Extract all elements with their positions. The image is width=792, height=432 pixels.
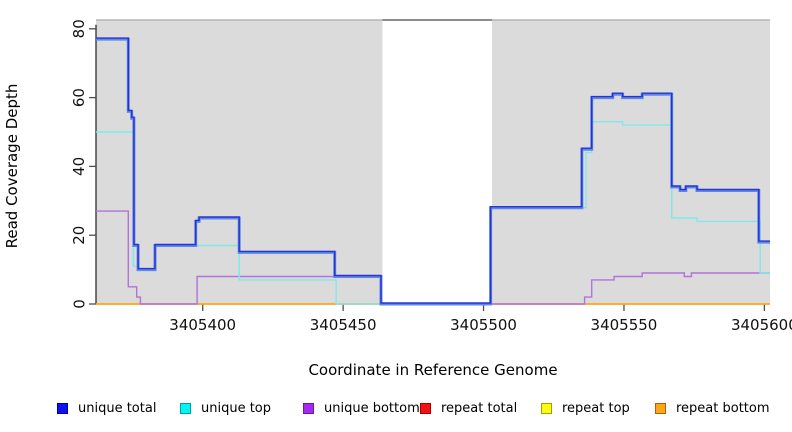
y-tick-label: 80 bbox=[70, 19, 88, 38]
legend-label: unique top bbox=[201, 400, 272, 416]
x-tick-label: 3405450 bbox=[310, 316, 377, 334]
legend-item-repeat-top: repeat top bbox=[541, 399, 630, 417]
plot-axes: 0 20 40 60 80 3405400 3405450 3405500 3405550 340… bbox=[70, 19, 792, 334]
legend-item-unique-bottom: unique bottom bbox=[303, 399, 420, 417]
legend-swatch-icon bbox=[420, 402, 431, 414]
legend-item-repeat-bottom: repeat bottom bbox=[655, 399, 770, 417]
gap-region bbox=[382, 20, 492, 304]
x-tick-label: 3405600 bbox=[731, 316, 792, 334]
legend-label: repeat total bbox=[441, 400, 518, 416]
coverage-plot: 0 20 40 60 80 3405400 3405450 3405500 3405550 340… bbox=[3, 19, 792, 379]
shaded-region bbox=[491, 20, 770, 304]
series-unique-total-dark-edge bbox=[96, 37, 770, 304]
x-axis-title: Coordinate in Reference Genome bbox=[308, 361, 557, 379]
x-tick-label: 3405550 bbox=[591, 316, 658, 334]
plot-background bbox=[96, 19, 770, 304]
legend-label: unique total bbox=[78, 400, 157, 416]
series-unique-bottom bbox=[96, 210, 770, 305]
legend-swatch-icon bbox=[655, 402, 666, 414]
plot-series bbox=[96, 37, 770, 306]
legend: unique total unique top unique bottom repea… bbox=[0, 399, 792, 421]
legend-item-repeat-total: repeat total bbox=[420, 399, 517, 417]
legend-swatch-icon bbox=[180, 402, 191, 414]
legend-swatch-icon bbox=[303, 402, 314, 414]
legend-item-unique-total: unique total bbox=[57, 399, 156, 417]
y-tick-label: 20 bbox=[70, 226, 88, 245]
y-axis-title: Read Coverage Depth bbox=[3, 84, 21, 249]
legend-label: repeat top bbox=[562, 400, 630, 416]
legend-swatch-icon bbox=[541, 402, 552, 414]
y-tick-label: 40 bbox=[70, 157, 88, 176]
legend-label: unique bottom bbox=[324, 400, 420, 416]
legend-swatch-icon bbox=[57, 402, 68, 414]
x-tick-label: 3405500 bbox=[450, 316, 517, 334]
y-tick-label: 0 bbox=[70, 299, 88, 309]
x-tick-label: 3405400 bbox=[169, 316, 236, 334]
legend-item-unique-top: unique top bbox=[180, 399, 271, 417]
y-tick-label: 60 bbox=[70, 88, 88, 107]
legend-label: repeat bottom bbox=[676, 400, 770, 416]
